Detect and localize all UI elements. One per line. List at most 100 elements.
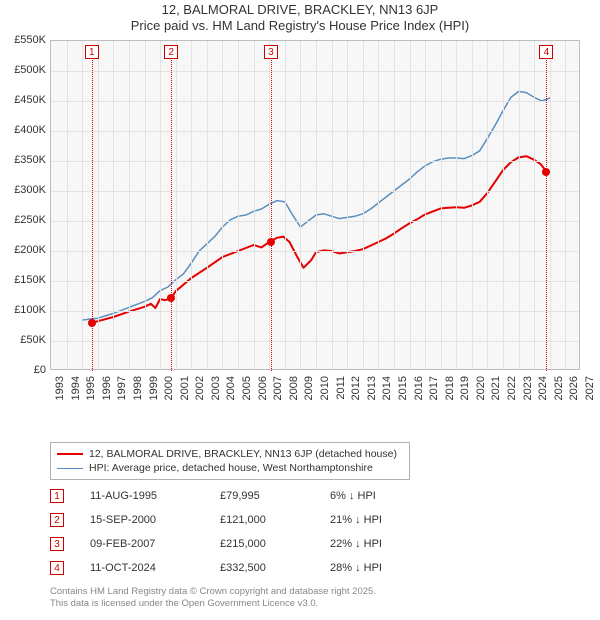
x-axis-label: 2001 — [179, 376, 191, 400]
gridline-vertical — [456, 41, 457, 369]
y-axis-label: £250K — [0, 214, 46, 226]
x-axis-label: 2010 — [319, 376, 331, 400]
marker-box: 1 — [85, 45, 99, 59]
x-axis-label: 2021 — [490, 376, 502, 400]
x-axis-label: 2020 — [475, 376, 487, 400]
legend-label-hpi: HPI: Average price, detached house, West… — [89, 462, 373, 474]
legend-swatch-hpi — [57, 468, 83, 469]
gridline-vertical — [82, 41, 83, 369]
chart-container: 12, BALMORAL DRIVE, BRACKLEY, NN13 6JP P… — [0, 0, 600, 620]
gridline-horizontal — [51, 101, 579, 102]
legend-item-property: 12, BALMORAL DRIVE, BRACKLEY, NN13 6JP (… — [57, 447, 403, 461]
y-axis-label: £0 — [0, 364, 46, 376]
sale-dot — [88, 319, 96, 327]
gridline-vertical — [378, 41, 379, 369]
x-axis-label: 2012 — [350, 376, 362, 400]
sale-date: 11-OCT-2024 — [90, 562, 220, 574]
gridline-vertical — [176, 41, 177, 369]
gridline-vertical — [254, 41, 255, 369]
gridline-horizontal — [51, 131, 579, 132]
x-axis-label: 1998 — [132, 376, 144, 400]
gridline-horizontal — [51, 221, 579, 222]
x-axis-label: 2019 — [459, 376, 471, 400]
gridline-vertical — [285, 41, 286, 369]
gridline-vertical — [472, 41, 473, 369]
marker-box: 4 — [539, 45, 553, 59]
marker-box: 2 — [164, 45, 178, 59]
x-axis-label: 2011 — [335, 376, 347, 400]
sale-dot — [542, 168, 550, 176]
y-axis-label: £500K — [0, 64, 46, 76]
chart-subtitle: Price paid vs. HM Land Registry's House … — [0, 18, 600, 34]
x-axis-label: 2024 — [537, 376, 549, 400]
x-axis-label: 2008 — [288, 376, 300, 400]
sale-dot — [167, 294, 175, 302]
sale-hpi-diff: 22% ↓ HPI — [330, 538, 430, 550]
gridline-horizontal — [51, 311, 579, 312]
gridline-vertical — [207, 41, 208, 369]
legend-item-hpi: HPI: Average price, detached house, West… — [57, 461, 403, 475]
marker-line — [271, 55, 272, 371]
y-axis-label: £300K — [0, 184, 46, 196]
plot-area: 1234 — [50, 40, 580, 370]
sale-row: 111-AUG-1995£79,9956% ↓ HPI — [50, 484, 430, 508]
attribution-line2: This data is licensed under the Open Gov… — [50, 598, 376, 610]
gridline-horizontal — [51, 251, 579, 252]
gridline-vertical — [222, 41, 223, 369]
sale-price: £79,995 — [220, 490, 330, 502]
chart-title: 12, BALMORAL DRIVE, BRACKLEY, NN13 6JP — [0, 2, 600, 18]
x-axis-label: 1993 — [54, 376, 66, 400]
x-axis-label: 2006 — [257, 376, 269, 400]
sale-date: 11-AUG-1995 — [90, 490, 220, 502]
x-axis-label: 1997 — [116, 376, 128, 400]
gridline-vertical — [519, 41, 520, 369]
x-axis-label: 2025 — [553, 376, 565, 400]
sale-dot — [267, 238, 275, 246]
gridline-vertical — [487, 41, 488, 369]
attribution-line1: Contains HM Land Registry data © Crown c… — [50, 586, 376, 598]
gridline-vertical — [441, 41, 442, 369]
sale-marker-num: 4 — [50, 561, 64, 575]
sale-hpi-diff: 28% ↓ HPI — [330, 562, 430, 574]
sale-marker-num: 2 — [50, 513, 64, 527]
x-axis-label: 1995 — [85, 376, 97, 400]
gridline-vertical — [316, 41, 317, 369]
gridline-vertical — [98, 41, 99, 369]
y-axis-label: £100K — [0, 304, 46, 316]
gridline-vertical — [425, 41, 426, 369]
sale-date: 09-FEB-2007 — [90, 538, 220, 550]
gridline-vertical — [347, 41, 348, 369]
gridline-vertical — [67, 41, 68, 369]
gridline-vertical — [534, 41, 535, 369]
marker-line — [171, 55, 172, 371]
gridline-vertical — [410, 41, 411, 369]
x-axis-label: 2004 — [225, 376, 237, 400]
sale-price: £332,500 — [220, 562, 330, 574]
sale-marker-num: 1 — [50, 489, 64, 503]
y-axis-label: £150K — [0, 274, 46, 286]
gridline-horizontal — [51, 281, 579, 282]
gridline-vertical — [394, 41, 395, 369]
gridline-vertical — [300, 41, 301, 369]
gridline-horizontal — [51, 191, 579, 192]
sale-hpi-diff: 21% ↓ HPI — [330, 514, 430, 526]
sale-date: 15-SEP-2000 — [90, 514, 220, 526]
x-axis-label: 2027 — [584, 376, 596, 400]
x-axis-label: 2002 — [194, 376, 206, 400]
sale-row: 215-SEP-2000£121,00021% ↓ HPI — [50, 508, 430, 532]
gridline-vertical — [503, 41, 504, 369]
x-axis-label: 2000 — [163, 376, 175, 400]
legend-label-property: 12, BALMORAL DRIVE, BRACKLEY, NN13 6JP (… — [89, 448, 397, 460]
x-axis-label: 2016 — [413, 376, 425, 400]
x-axis-label: 1999 — [148, 376, 160, 400]
gridline-vertical — [550, 41, 551, 369]
gridline-vertical — [565, 41, 566, 369]
attribution: Contains HM Land Registry data © Crown c… — [50, 586, 376, 610]
legend-swatch-property — [57, 453, 83, 455]
y-axis-label: £450K — [0, 94, 46, 106]
x-axis-label: 2022 — [506, 376, 518, 400]
gridline-horizontal — [51, 161, 579, 162]
x-axis-label: 2013 — [366, 376, 378, 400]
x-axis-label: 2015 — [397, 376, 409, 400]
x-axis-label: 2017 — [428, 376, 440, 400]
